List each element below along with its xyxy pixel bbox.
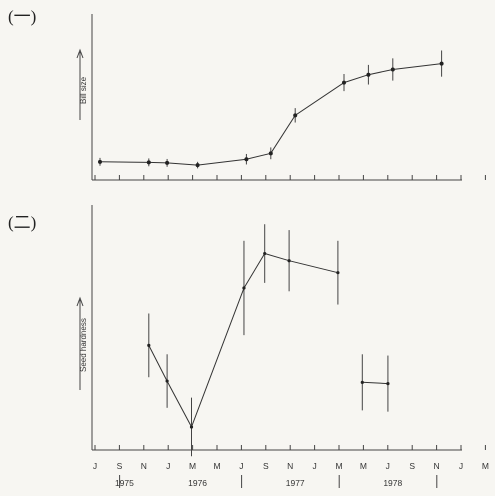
year-label: 1978 [383,478,402,488]
data-point [293,113,298,118]
month-tick-label: J [166,461,170,471]
bill-size-panel: (一) Bill size [8,7,486,181]
data-point [366,72,371,77]
seed-hardness-panel: (二) Seed hardness [8,205,486,457]
y-axis-arrowhead-1 [76,48,84,59]
month-tick-label: J [312,461,316,471]
month-tick-label: J [93,461,97,471]
x-ticks-2 [94,445,486,450]
month-tick-label: J [459,461,463,471]
data-point [244,157,249,162]
data-point [439,61,444,66]
month-tick-labels: JSNJMMJSNJMMJSNJMMJSNJ [93,461,489,471]
series-segment [362,381,388,385]
year-separators [119,475,438,488]
year-label: 1977 [286,478,305,488]
data-point [268,151,273,156]
month-tick-label: S [409,461,415,471]
data-point [287,259,291,263]
month-tick-label: J [386,461,390,471]
month-tick-label: M [213,461,220,471]
y-axis-arrowhead-2 [76,296,84,307]
panel-label-2: (二) [8,213,36,232]
month-tick-label: M [335,461,342,471]
data-point [195,163,200,168]
month-tick-label: N [141,461,147,471]
y-axis-label-1: Bill size [79,76,88,104]
data-point [189,425,194,429]
data-point [342,80,346,85]
month-tick-label: S [263,461,269,471]
data-point [390,67,395,72]
year-label: 1976 [188,478,207,488]
data-point [360,380,364,384]
data-point [147,343,151,347]
month-tick-label: N [434,461,440,471]
series-segment [148,252,339,429]
data-point [386,382,390,386]
data-point [165,379,169,383]
data-point [146,160,151,165]
month-tick-label: S [117,461,123,471]
month-tick-label: M [360,461,367,471]
year-labels: 1975 1976 1977 1978 [115,478,403,488]
month-tick-label: M [189,461,196,471]
year-label: 1975 [115,478,134,488]
data-point [165,160,170,165]
month-tick-label: N [287,461,293,471]
panel-label-1: (一) [8,7,36,26]
data-point [242,286,246,290]
bill-size-points [98,50,444,169]
seed-hardness-points [147,224,390,457]
seed-hardness-series-lines [148,252,388,429]
data-point [263,251,267,256]
data-point [336,271,340,275]
x-ticks-1 [94,175,486,180]
month-tick-label: J [239,461,243,471]
data-point [98,159,102,164]
month-tick-label: M [482,461,489,471]
y-axis-label-2: Seed hardness [79,318,88,372]
